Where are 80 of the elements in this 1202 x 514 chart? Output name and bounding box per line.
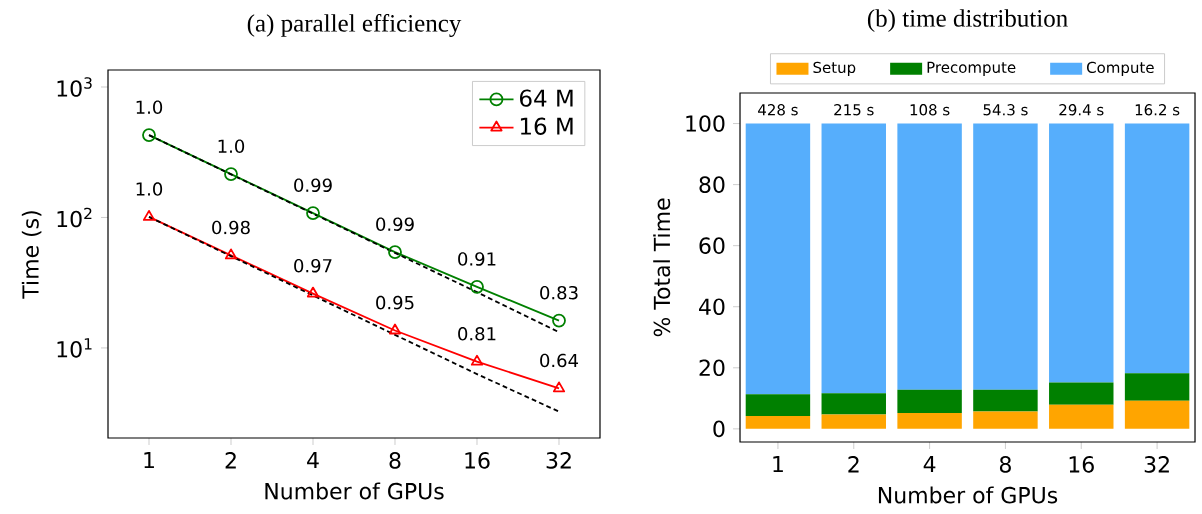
annotation: 215 s — [834, 104, 874, 116]
y-tick-label: 40 — [699, 298, 725, 316]
legend-label: Setup — [813, 61, 856, 76]
point — [306, 206, 320, 220]
annotation: 0.81 — [458, 326, 496, 341]
point — [470, 279, 484, 294]
x-tick-label: 8 — [999, 456, 1011, 473]
y-tick-label: 60 — [699, 237, 725, 254]
x-tick-label: 1 — [144, 452, 154, 469]
bar — [897, 123, 962, 390]
point — [224, 248, 238, 260]
bar — [897, 389, 962, 413]
point — [470, 354, 484, 366]
x-tick-label: 16 — [1069, 456, 1094, 473]
point — [142, 128, 156, 142]
point — [142, 210, 156, 221]
x-tick-label: 2 — [848, 456, 859, 473]
annotation: 0.64 — [540, 353, 579, 368]
y-tick-label: 80 — [699, 176, 725, 193]
legend-label: Precompute — [927, 61, 1016, 76]
annotation: 29.4 s — [1059, 104, 1104, 116]
bar — [745, 123, 811, 395]
bar — [821, 414, 886, 429]
point — [388, 245, 402, 259]
x-axis-title: Number of GPUs — [265, 482, 444, 500]
bar — [1124, 123, 1190, 374]
annotation: 0.83 — [540, 285, 578, 300]
bar — [1049, 404, 1114, 429]
annotation: 0.91 — [458, 252, 496, 266]
x-tick-label: 32 — [1144, 456, 1169, 473]
point — [224, 167, 238, 181]
chart-title: (a) parallel efficiency — [247, 13, 462, 37]
bar — [1124, 400, 1190, 429]
annotation: 1.0 — [136, 100, 163, 115]
y-tick-label: 10$^{3}$ — [57, 77, 92, 97]
annotation: 0.99 — [294, 178, 332, 193]
bar — [1049, 382, 1114, 405]
bar — [973, 123, 1038, 390]
point — [306, 286, 320, 298]
y-tick-label: 20 — [699, 359, 725, 377]
x-tick-label: 16 — [465, 452, 490, 469]
chart-title: (b) time distribution — [867, 9, 1068, 32]
annotation: 54.3 s — [983, 104, 1028, 116]
annotation: 0.98 — [212, 220, 250, 235]
legend-label: 16 M — [520, 117, 573, 135]
x-tick-label: 1 — [773, 456, 783, 473]
bar — [1124, 373, 1190, 401]
bar — [821, 123, 886, 394]
annotation: 1.0 — [218, 139, 245, 154]
bar — [745, 416, 811, 429]
x-tick-label: 8 — [389, 452, 401, 469]
bar — [821, 393, 886, 415]
x-axis-title: Number of GPUs — [878, 486, 1058, 504]
bar — [897, 412, 962, 429]
bar — [745, 394, 811, 417]
x-tick-label: 4 — [923, 456, 936, 473]
annotation: 0.95 — [376, 295, 414, 310]
annotation: 1.0 — [136, 182, 163, 196]
legend-label: 64 M — [520, 89, 573, 107]
annotation: 108 s — [910, 104, 950, 116]
annotation: 428 s — [758, 104, 798, 116]
annotation: 16.2 s — [1135, 104, 1180, 116]
bar — [973, 389, 1038, 412]
y-tick-label: 0 — [713, 420, 725, 438]
y-axis-title: % Total Time — [653, 198, 671, 337]
x-tick-label: 32 — [546, 452, 571, 469]
bar — [973, 411, 1038, 429]
y-axis-title: Time (s) — [21, 211, 42, 299]
y-tick-label: 10$^{1}$ — [57, 338, 92, 358]
y-tick-label: 10$^{2}$ — [57, 207, 92, 228]
legend-label: Compute — [1087, 61, 1154, 76]
point — [388, 323, 402, 335]
annotation: 0.99 — [376, 217, 414, 231]
y-tick-label: 100 — [686, 115, 725, 132]
annotation: 0.97 — [294, 258, 332, 273]
point — [552, 381, 566, 393]
point — [552, 313, 566, 328]
bar — [1049, 123, 1114, 383]
x-tick-label: 2 — [225, 452, 236, 469]
x-tick-label: 4 — [307, 452, 319, 469]
